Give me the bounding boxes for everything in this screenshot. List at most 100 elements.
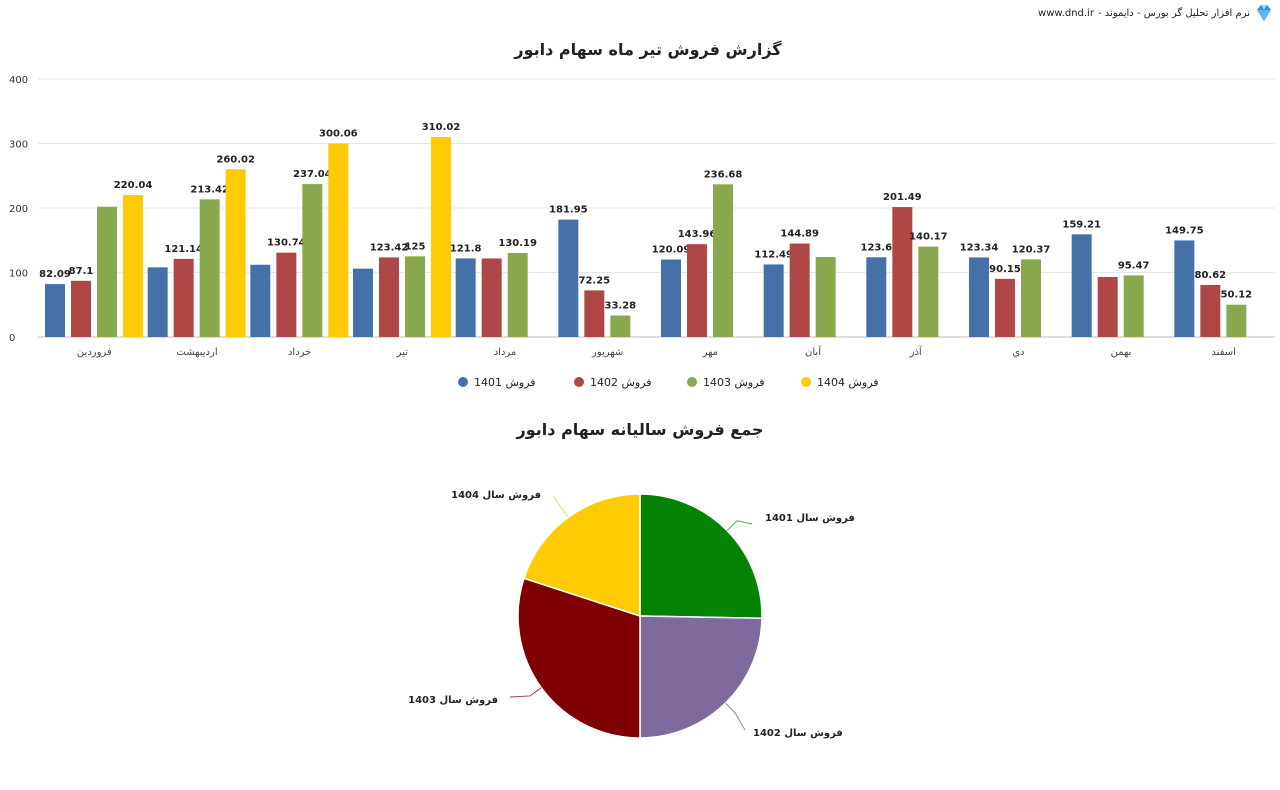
data-label: 120.09 bbox=[652, 245, 691, 256]
bar bbox=[1097, 277, 1118, 337]
bar-legend[interactable]: فروش 1401 فروش 1402 فروش 1403 فروش 1404 bbox=[458, 376, 879, 389]
data-label: 130.19 bbox=[498, 238, 537, 249]
pie-leader-line bbox=[725, 702, 746, 731]
pie-slice-label: فروش سال 1402 bbox=[753, 728, 843, 739]
pie-leader-line bbox=[509, 687, 542, 698]
bar bbox=[379, 257, 399, 337]
data-label: 181.95 bbox=[549, 205, 588, 216]
data-label: 120.37 bbox=[1012, 244, 1051, 255]
bar bbox=[558, 219, 579, 337]
bar bbox=[353, 268, 373, 337]
data-label: 80.62 bbox=[1195, 270, 1227, 281]
data-label: 123.34 bbox=[960, 242, 999, 253]
category-label: تیر bbox=[396, 347, 409, 358]
data-label: 112.49 bbox=[754, 249, 793, 260]
legend-label[interactable]: فروش 1401 bbox=[474, 376, 536, 389]
bar bbox=[713, 184, 733, 337]
bar bbox=[147, 267, 168, 337]
bar bbox=[969, 257, 989, 337]
legend-marker bbox=[574, 377, 584, 387]
legend-label[interactable]: فروش 1404 bbox=[817, 376, 879, 389]
bar bbox=[1200, 285, 1221, 337]
category-label: مرداد bbox=[494, 347, 517, 358]
category-label: اسفند bbox=[1211, 347, 1235, 358]
legend-marker bbox=[458, 377, 468, 387]
bar bbox=[97, 206, 117, 337]
bar bbox=[45, 284, 65, 337]
pie-chart: فروش سال 1401 فروش سال 1402 فروش سال 1403 ف… bbox=[408, 490, 855, 739]
bar bbox=[584, 290, 605, 337]
y-tick-label: 0 bbox=[9, 333, 15, 344]
brand-url[interactable]: www.dnd.ir bbox=[1038, 7, 1094, 19]
bar bbox=[995, 278, 1015, 337]
bar bbox=[687, 244, 707, 337]
data-label: 143.96 bbox=[678, 229, 717, 240]
data-label: 121.14 bbox=[164, 244, 203, 255]
category-label: دي bbox=[1012, 347, 1024, 358]
category-labels: فروردین اردیبهشت خرداد تیر مرداد شهریور مهر آبا… bbox=[77, 345, 1236, 358]
data-label: 213.42 bbox=[190, 184, 229, 195]
data-label: 82.09 bbox=[39, 269, 71, 280]
data-label: 90.15 bbox=[989, 264, 1021, 275]
data-label: 121.8 bbox=[450, 243, 482, 254]
category-label: اردیبهشت bbox=[176, 347, 217, 358]
data-label: 123.6 bbox=[861, 242, 893, 253]
data-label: 33.28 bbox=[605, 301, 637, 312]
data-label: 95.47 bbox=[1118, 260, 1150, 271]
data-label: 87.1 bbox=[69, 266, 94, 277]
data-label: 260.02 bbox=[216, 154, 255, 165]
bar bbox=[225, 169, 246, 337]
bar bbox=[173, 258, 194, 337]
pie-slice-label: فروش سال 1403 bbox=[408, 695, 498, 706]
data-label: 144.89 bbox=[780, 229, 819, 240]
data-label: 310.02 bbox=[422, 122, 461, 133]
bar bbox=[763, 264, 784, 337]
legend-label[interactable]: فروش 1402 bbox=[590, 376, 652, 389]
bar bbox=[481, 258, 502, 337]
category-label: آبان bbox=[805, 345, 822, 358]
data-label: 220.04 bbox=[114, 180, 153, 191]
data-label: 300.06 bbox=[319, 128, 358, 139]
pie-slice bbox=[517, 577, 641, 739]
diamond-icon bbox=[1257, 5, 1271, 21]
bar bbox=[302, 184, 323, 337]
y-tick-label: 100 bbox=[9, 269, 28, 280]
category-label: مهر bbox=[702, 347, 718, 358]
category-label: فروردین bbox=[77, 347, 112, 358]
pie-slice bbox=[639, 615, 763, 739]
category-label: آذر bbox=[909, 345, 923, 358]
category-label: خرداد bbox=[288, 347, 311, 358]
pie-slice-label: فروش سال 1401 bbox=[765, 513, 855, 524]
category-label: بهمن bbox=[1111, 347, 1132, 358]
data-label: 72.25 bbox=[579, 275, 611, 286]
data-label: 123.42 bbox=[370, 242, 409, 253]
legend-label[interactable]: فروش 1403 bbox=[703, 376, 765, 389]
data-label: 50.12 bbox=[1221, 290, 1253, 301]
pie-slice bbox=[639, 493, 763, 620]
y-tick-label: 400 bbox=[9, 75, 28, 86]
brand-header: نرم افزار تحلیل گر بورس - دایموند - www.… bbox=[1034, 3, 1274, 23]
data-label: 237.04 bbox=[293, 169, 332, 180]
category-label: شهریور bbox=[591, 347, 623, 358]
bar bbox=[250, 264, 271, 337]
bar bbox=[1021, 259, 1041, 337]
bar-chart-title: گزارش فروش تیر ماه سهام دابور bbox=[513, 40, 782, 59]
bar bbox=[328, 143, 349, 337]
data-label: 159.21 bbox=[1062, 219, 1101, 230]
bar bbox=[455, 258, 476, 337]
pie-chart-title: جمع فروش سالیانه سهام دابور bbox=[516, 420, 764, 439]
pie-leader-line bbox=[726, 520, 753, 531]
bar bbox=[1071, 234, 1092, 337]
data-label: 140.17 bbox=[909, 232, 948, 243]
pie-slice-label: فروش سال 1404 bbox=[451, 490, 541, 501]
bar bbox=[661, 259, 681, 337]
bar bbox=[507, 253, 528, 337]
bar bbox=[892, 207, 913, 337]
bar bbox=[1174, 240, 1195, 337]
bar bbox=[610, 315, 631, 337]
bar bbox=[789, 243, 810, 337]
bar bbox=[815, 257, 836, 337]
brand-text: نرم افزار تحلیل گر بورس - دایموند - bbox=[1097, 7, 1250, 19]
